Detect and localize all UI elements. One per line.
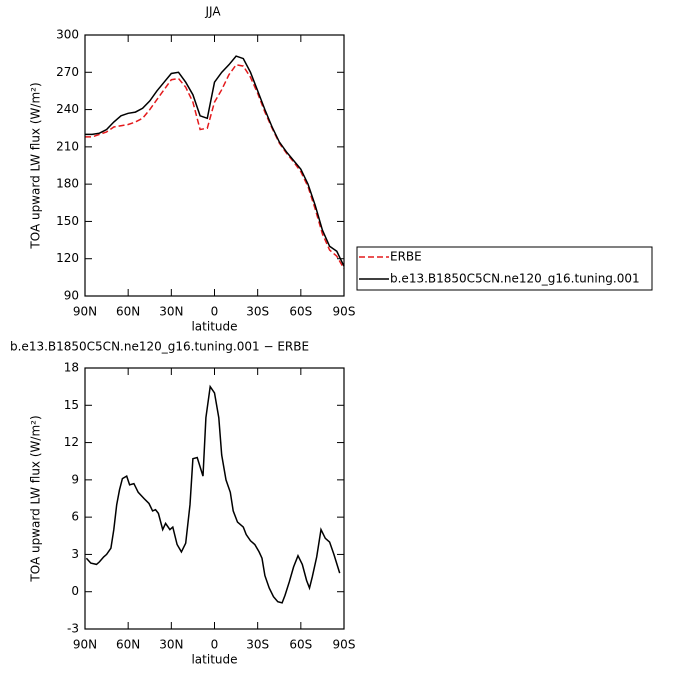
y-tick-label: 120 xyxy=(56,251,79,265)
y-tick-label: 270 xyxy=(56,65,79,79)
line-series xyxy=(85,55,345,267)
y-axis-label: TOA upward LW flux (W/m²) xyxy=(29,415,43,582)
y-tick-label: 6 xyxy=(71,510,79,524)
x-tick-label: 90N xyxy=(73,638,97,652)
chart-title: JJA xyxy=(204,5,221,19)
y-tick-label: 240 xyxy=(56,102,79,116)
x-tick-label: 60N xyxy=(116,638,140,652)
y-axis-label: TOA upward LW flux (W/m²) xyxy=(29,82,43,249)
x-tick-label: 0 xyxy=(211,638,219,652)
x-tick-label: 30S xyxy=(246,638,269,652)
plot-frame xyxy=(84,34,345,297)
line-series xyxy=(85,63,345,270)
plot-frame xyxy=(84,367,345,630)
legend-label: ERBE xyxy=(390,250,422,264)
legend-box xyxy=(356,246,653,291)
y-tick-label: 0 xyxy=(71,584,79,598)
y-tick-label: 180 xyxy=(56,177,79,191)
x-tick-label: 30S xyxy=(246,305,269,319)
y-tick-label: 90 xyxy=(64,289,79,303)
y-tick-label: 150 xyxy=(56,214,79,228)
x-axis-label: latitude xyxy=(191,320,237,334)
x-tick-label: 30N xyxy=(159,638,183,652)
x-tick-label: 90S xyxy=(333,638,356,652)
x-tick-label: 60S xyxy=(289,638,312,652)
x-axis-label: latitude xyxy=(191,653,237,667)
y-tick-label: -3 xyxy=(67,622,79,636)
y-tick-label: 12 xyxy=(64,435,79,449)
x-tick-label: 60S xyxy=(289,305,312,319)
y-tick-label: 300 xyxy=(56,28,79,42)
y-tick-label: 210 xyxy=(56,139,79,153)
y-tick-label: 18 xyxy=(64,361,79,375)
x-tick-label: 90S xyxy=(333,305,356,319)
y-tick-label: 9 xyxy=(71,472,79,486)
y-tick-label: 3 xyxy=(71,547,79,561)
x-tick-label: 0 xyxy=(211,305,219,319)
x-tick-label: 30N xyxy=(159,305,183,319)
x-tick-label: 60N xyxy=(116,305,140,319)
line-series xyxy=(85,384,341,604)
chart-title: b.e13.B1850C5CN.ne120_g16.tuning.001 − E… xyxy=(10,340,309,354)
legend-label: b.e13.B1850C5CN.ne120_g16.tuning.001 xyxy=(390,272,640,286)
x-tick-label: 90N xyxy=(73,305,97,319)
y-tick-label: 15 xyxy=(64,398,79,412)
